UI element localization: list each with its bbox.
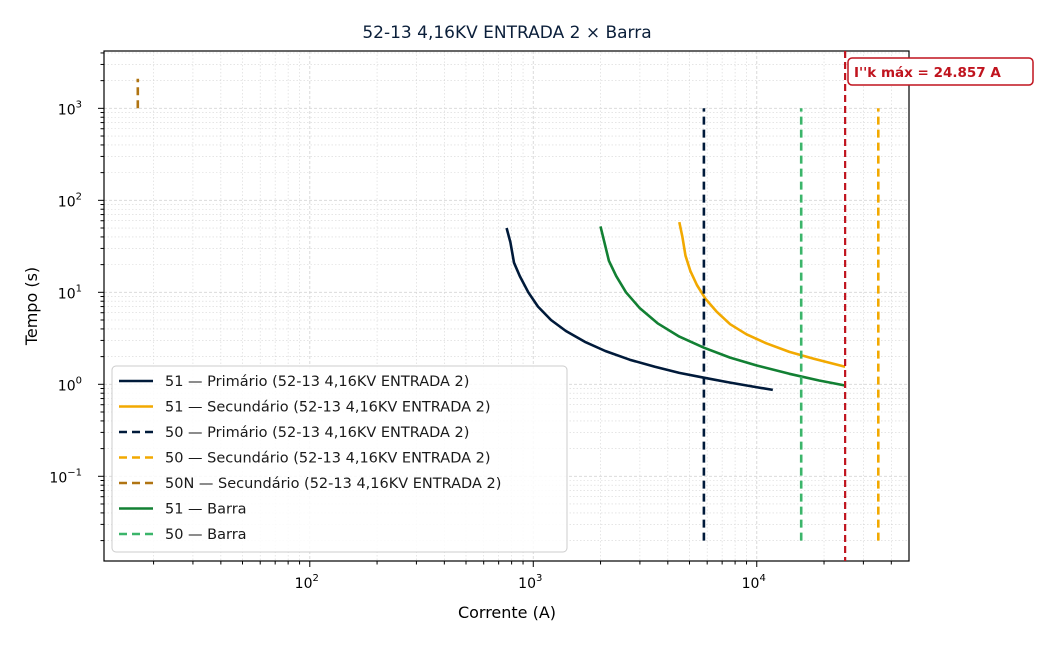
x-axis-label: Corrente (A): [458, 603, 556, 622]
series-1-line: [678, 221, 846, 369]
legend-label: 50 — Primário (52-13 4,16KV ENTRADA 2): [165, 425, 469, 441]
legend-label: 50N — Secundário (52-13 4,16KV ENTRADA 2…: [165, 476, 501, 492]
series-0-line: [505, 227, 774, 392]
y-axis-label: Tempo (s): [22, 267, 41, 346]
y-tick-label: 101: [58, 283, 82, 302]
y-tick-label: 100: [58, 375, 82, 394]
annotation: I''k máx = 24.857 A: [844, 51, 1034, 561]
y-tick-label: 10−1: [49, 467, 82, 486]
y-tick-label: 102: [58, 191, 82, 210]
ik-max-label-box: [847, 57, 1034, 86]
chart-title: 52-13 4,16KV ENTRADA 2 × Barra: [362, 23, 651, 43]
legend-label: 51 — Barra: [165, 502, 247, 518]
x-tick-label: 103: [518, 573, 542, 592]
legend-label: 50 — Barra: [165, 527, 247, 543]
series-5-line: [599, 226, 846, 387]
x-tick-label: 102: [295, 573, 319, 592]
legend: 51 — Primário (52-13 4,16KV ENTRADA 2) 51…: [111, 365, 568, 553]
legend-label: 50 — Secundário (52-13 4,16KV ENTRADA 2): [165, 451, 491, 467]
axis-ticks: 102 103 104 10−1 100 101 102 103: [49, 52, 892, 592]
legend-box: [111, 365, 568, 553]
legend-label: 51 — Primário (52-13 4,16KV ENTRADA 2): [165, 374, 469, 390]
plot-area: [136, 78, 880, 541]
ik-max-label: I''k máx = 24.857 A: [854, 65, 1001, 81]
legend-label: 51 — Secundário (52-13 4,16KV ENTRADA 2): [165, 400, 491, 416]
y-tick-label: 103: [58, 99, 82, 118]
plot-frame: [103, 50, 910, 562]
x-tick-label: 104: [742, 573, 766, 592]
